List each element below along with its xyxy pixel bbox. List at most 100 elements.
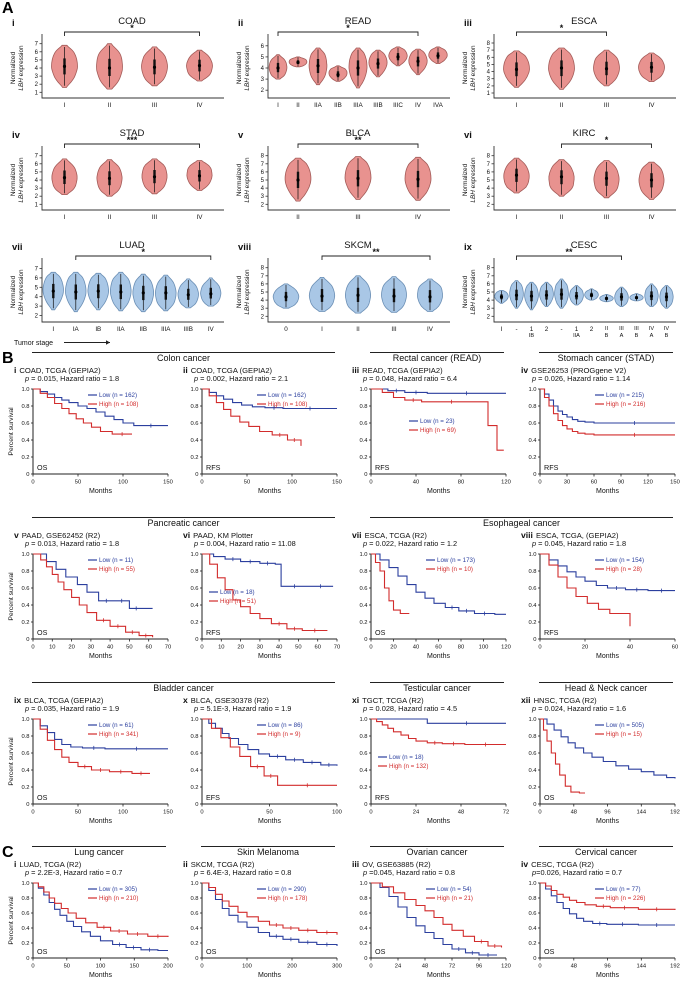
km-head: ii COAD, TCGA (GEPIA2) p = 0.002, Hazard r…	[175, 365, 343, 384]
x-tick-label: IV	[649, 214, 656, 221]
km-plot-xi: 1.0 0.8 0.6 0.4 0.2 00 24 48 72 Months Low (n = 18…	[359, 717, 509, 825]
y-tick-label: 1.0	[528, 881, 536, 887]
legend-low: Low (n = 290)	[268, 886, 306, 893]
survival-curve-low	[33, 882, 168, 952]
plot-title: ESCA, TCGA, (GEPIA2)	[535, 531, 619, 540]
x-tick-label: 0	[538, 964, 541, 970]
x-tick-label: IV	[649, 326, 655, 332]
x-tick-label: 0	[369, 810, 372, 816]
x-tick-label: IV	[415, 102, 422, 109]
y-tick-label: 6	[35, 276, 39, 282]
median-dot	[197, 64, 202, 68]
y-axis-label: LBH expression	[18, 45, 25, 91]
y-tick-label: 7	[487, 48, 491, 54]
x-tick-label: 40	[276, 645, 282, 651]
median-dot	[634, 296, 639, 300]
y-tick-label: 6	[487, 170, 491, 176]
y-tick-label: 0.8	[190, 734, 198, 740]
x-axis-label: Months	[427, 818, 450, 825]
km-head: iii OV, GSE63885 (R2) p =0.045, Hazard rat…	[344, 859, 512, 878]
y-tick-label: 0.2	[21, 620, 29, 626]
x-axis-label: Months	[258, 653, 281, 660]
x-tick-label: 70	[165, 645, 171, 651]
cancer-group-header: Stomach cancer (STAD)	[539, 352, 673, 363]
x-tick-label: I	[516, 214, 518, 221]
plot-number: i	[12, 18, 15, 29]
x-group-label: IIA	[573, 333, 580, 339]
plot-title: HNSC, TCGA (R2)	[533, 696, 597, 705]
x-group-label: IB	[529, 333, 535, 339]
km-subplot-iv: iv GSE26253 (PROGgene V2) p = 0.026, Hazar…	[513, 365, 681, 507]
y-axis-label: LBH expression	[244, 269, 251, 315]
x-tick-label: 72	[503, 810, 509, 816]
axes	[370, 719, 506, 805]
y-tick-label: 0.6	[190, 421, 198, 427]
y-tick-label: 7	[35, 154, 39, 160]
km-subplot-xii: xii HNSC, TCGA (R2) p = 0.024, Hazard rati…	[513, 695, 681, 837]
x-tick-label: IIB	[139, 326, 147, 333]
km-head: viii ESCA, TCGA, (GEPIA2) p = 0.045, Hazar…	[513, 530, 681, 549]
median-dot	[107, 176, 112, 180]
axes	[267, 258, 450, 323]
x-tick-label: 0	[369, 964, 372, 970]
legend-low: Low (n = 23)	[420, 418, 455, 425]
km-subplot-viii: viii ESCA, TCGA, (GEPIA2) p = 0.045, Hazar…	[513, 530, 681, 672]
plot-number: iii	[464, 18, 472, 29]
survival-curve-high	[371, 553, 410, 615]
axes	[201, 554, 337, 640]
plot-number: v	[14, 530, 19, 540]
plot-number: iv	[521, 859, 529, 869]
y-tick-label: 4	[261, 186, 265, 192]
significance-bracket	[516, 31, 607, 36]
plot-number: ii	[183, 365, 188, 375]
x-tick-label: I	[64, 102, 66, 109]
y-tick-label: 1.0	[359, 881, 367, 887]
x-tick-label: II	[108, 214, 112, 221]
median-dot	[107, 66, 112, 70]
median-dot	[74, 290, 78, 294]
legend-low: Low (n = 505)	[606, 722, 644, 729]
plot-title: SKCM	[344, 240, 372, 251]
median-dot	[296, 60, 300, 64]
x-axis-label: Months	[596, 488, 619, 495]
km-plot-iii: 1.0 0.8 0.6 0.4 0.2 00 40 80 120 Months Low (n = 2…	[359, 387, 510, 495]
y-tick-label: 0.4	[21, 768, 30, 774]
plot-title: READ	[345, 16, 372, 27]
plot-title: COAD, TCGA (GEPIA2)	[190, 366, 273, 375]
km-subplot-iv: iv CESC, TCGA (R2) p=0.026, Hazard ratio =…	[513, 859, 681, 991]
median-dot	[209, 292, 213, 296]
median-dot	[619, 295, 624, 299]
x-tick-label: 100	[479, 645, 489, 651]
y-tick-label: 0	[533, 956, 536, 962]
cancer-group-header: Ovarian cancer	[370, 846, 504, 857]
x-tick-label: 10	[218, 645, 224, 651]
plot-title: CESC	[571, 240, 598, 251]
y-tick-label: 7	[35, 267, 39, 273]
y-tick-label: 1	[35, 202, 39, 208]
significance-stars: *	[130, 23, 134, 33]
endpoint-label: OS	[206, 947, 217, 956]
y-tick-label: 5	[35, 285, 39, 291]
y-tick-label: 0	[26, 802, 29, 808]
km-subplot-x: x BLCA, GSE30378 (R2) p = 5.1E-3, Hazard r…	[175, 695, 343, 837]
y-tick-label: 1.0	[190, 552, 198, 558]
median-dot	[51, 289, 55, 293]
y-tick-label: 0.4	[21, 603, 30, 609]
x-tick-label: III	[355, 214, 360, 221]
km-plot-ix: 1.0 0.8 0.6 0.4 0.2 00 50 100 150 Months Percent s…	[8, 717, 173, 825]
x-tick-label: IIIB	[373, 102, 382, 109]
y-tick-label: 3	[261, 194, 265, 200]
x-tick-label: III	[604, 214, 609, 221]
y-tick-label: 1.0	[190, 881, 198, 887]
median-dot	[544, 293, 549, 297]
legend-low: Low (n = 54)	[437, 886, 472, 893]
panelA-subplot-viii: viii SKCM Normalized LBH expression 2 3 4 5 6 7 8 0…	[232, 238, 454, 350]
legend-high: High (n = 9)	[268, 731, 301, 738]
cancer-group-header: Head & Neck cancer	[539, 682, 673, 693]
y-tick-label: 1.0	[528, 552, 536, 558]
y-tick-label: 0.8	[359, 896, 367, 902]
x-tick-label: IIB	[334, 102, 342, 109]
median-dot	[320, 294, 324, 298]
survival-curve-high	[33, 388, 132, 435]
x-tick-label: II	[296, 102, 300, 109]
